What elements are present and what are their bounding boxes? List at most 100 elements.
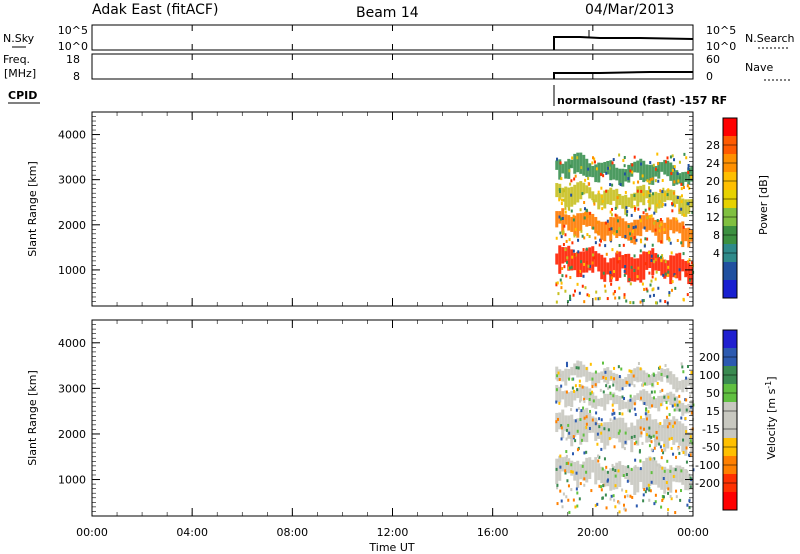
heatmap-speck bbox=[594, 241, 597, 245]
heatmap-speck bbox=[596, 442, 599, 446]
heatmap-speck bbox=[680, 241, 683, 245]
heatmap-speck bbox=[687, 170, 690, 174]
heatmap-cell bbox=[675, 377, 679, 393]
heatmap-speck bbox=[673, 158, 676, 162]
heatmap-speck bbox=[671, 202, 674, 206]
heatmap-cell bbox=[678, 401, 682, 412]
heatmap-speck bbox=[634, 207, 637, 211]
heatmap-speck bbox=[629, 398, 632, 402]
heatmap-speck bbox=[609, 210, 612, 214]
heatmap-cell bbox=[591, 392, 595, 408]
heatmap-speck bbox=[652, 293, 655, 297]
heatmap-speck bbox=[670, 251, 673, 255]
heatmap-speck bbox=[576, 156, 579, 160]
heatmap-speck bbox=[659, 218, 662, 222]
heatmap-speck bbox=[648, 434, 651, 438]
heatmap-speck bbox=[674, 511, 677, 515]
heatmap-speck bbox=[577, 270, 580, 274]
heatmap-speck bbox=[606, 470, 609, 474]
heatmap-speck bbox=[633, 402, 636, 406]
heatmap-speck bbox=[556, 502, 559, 506]
heatmap-speck bbox=[657, 286, 660, 290]
heatmap-speck bbox=[598, 296, 601, 300]
heatmap-speck bbox=[624, 431, 627, 435]
heatmap-speck bbox=[617, 500, 620, 504]
heatmap-speck bbox=[588, 294, 591, 298]
heatmap-speck bbox=[576, 491, 579, 495]
heatmap-speck bbox=[631, 495, 634, 499]
heatmap-speck bbox=[661, 190, 664, 194]
heatmap-speck bbox=[687, 167, 690, 171]
heatmap-speck bbox=[661, 257, 664, 261]
heatmap-speck bbox=[674, 468, 677, 472]
heatmap-speck bbox=[592, 199, 595, 203]
heatmap-cell bbox=[555, 253, 559, 265]
heatmap-speck bbox=[577, 238, 580, 242]
heatmap-cell bbox=[567, 392, 571, 407]
heatmap-speck bbox=[588, 397, 591, 401]
heatmap-speck bbox=[566, 260, 569, 264]
heatmap-cell bbox=[630, 369, 634, 386]
heatmap-speck bbox=[572, 214, 575, 218]
heatmap-speck bbox=[596, 230, 599, 234]
heatmap-speck bbox=[640, 189, 643, 193]
colorbar-tick-label: 50 bbox=[706, 387, 720, 400]
heatmap-speck bbox=[638, 215, 641, 219]
heatmap-speck bbox=[591, 390, 594, 394]
heatmap-speck bbox=[633, 268, 636, 272]
colorbar-tick-label: 4 bbox=[713, 247, 720, 260]
heatmap-speck bbox=[575, 408, 578, 412]
heatmap-cell bbox=[597, 372, 601, 384]
heatmap-speck bbox=[648, 426, 651, 430]
heatmap-cell bbox=[603, 221, 607, 242]
heatmap-cell bbox=[642, 389, 646, 405]
heatmap-speck bbox=[678, 408, 681, 412]
heatmap-speck bbox=[561, 274, 564, 278]
heatmap-cell bbox=[594, 372, 598, 388]
heatmap-speck bbox=[639, 396, 642, 400]
heatmap-speck bbox=[602, 390, 605, 394]
heatmap-speck bbox=[611, 161, 614, 165]
heatmap-speck bbox=[591, 385, 594, 389]
heatmap-speck bbox=[676, 196, 679, 200]
heatmap-speck bbox=[634, 465, 637, 469]
heatmap-speck bbox=[650, 254, 653, 258]
heatmap-speck bbox=[660, 222, 663, 226]
heatmap-speck bbox=[685, 272, 688, 276]
heatmap-speck bbox=[555, 467, 558, 471]
heatmap-cell bbox=[609, 393, 613, 401]
heatmap-speck bbox=[556, 157, 559, 161]
heatmap-speck bbox=[661, 498, 664, 502]
heatmap-speck bbox=[587, 182, 590, 186]
heatmap-speck bbox=[687, 439, 690, 443]
heatmap-cell bbox=[654, 398, 658, 409]
heatmap-cell bbox=[585, 158, 589, 178]
heatmap-cell bbox=[627, 427, 631, 441]
heatmap-speck bbox=[559, 465, 562, 469]
heatmap-cell bbox=[585, 386, 589, 400]
heatmap-speck bbox=[659, 421, 662, 425]
heatmap-cell bbox=[585, 210, 589, 227]
heatmap-speck bbox=[581, 234, 584, 238]
heatmap-speck bbox=[574, 505, 577, 509]
heatmap-speck bbox=[600, 447, 603, 451]
heatmap-speck bbox=[633, 208, 636, 212]
heatmap-speck bbox=[678, 394, 681, 398]
heatmap-cell bbox=[681, 198, 685, 216]
heatmap-speck bbox=[579, 269, 582, 273]
heatmap-speck bbox=[653, 396, 656, 400]
heatmap-cell bbox=[654, 253, 658, 271]
heatmap-speck bbox=[569, 297, 572, 301]
heatmap-cell bbox=[654, 191, 658, 213]
heatmap-speck bbox=[634, 225, 637, 229]
heatmap-speck bbox=[570, 488, 573, 492]
heatmap-speck bbox=[682, 438, 685, 442]
heatmap-speck bbox=[561, 216, 564, 220]
heatmap-speck bbox=[690, 405, 693, 409]
heatmap-speck bbox=[668, 371, 671, 375]
heatmap-speck bbox=[580, 260, 583, 264]
heatmap-cell bbox=[675, 195, 679, 204]
heatmap-speck bbox=[592, 399, 595, 403]
heatmap-speck bbox=[682, 297, 685, 301]
heatmap-speck bbox=[665, 400, 668, 404]
